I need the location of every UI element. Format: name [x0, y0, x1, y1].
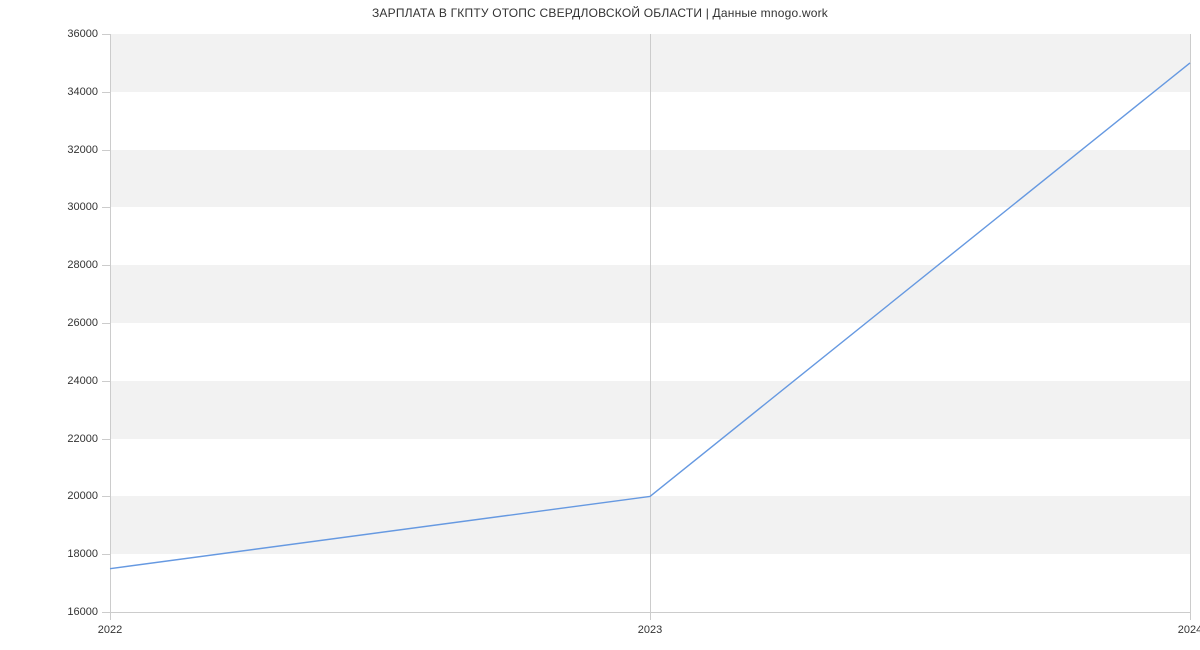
x-tick: [650, 612, 651, 620]
y-tick-label: 28000: [62, 259, 98, 271]
y-tick: [102, 207, 110, 208]
y-tick: [102, 439, 110, 440]
y-tick: [102, 554, 110, 555]
y-tick: [102, 381, 110, 382]
y-tick-label: 18000: [62, 548, 98, 560]
y-tick-label: 34000: [62, 86, 98, 98]
y-tick: [102, 265, 110, 266]
y-tick-label: 20000: [62, 490, 98, 502]
y-tick-label: 30000: [62, 201, 98, 213]
y-tick-label: 24000: [62, 375, 98, 387]
y-tick: [102, 323, 110, 324]
y-tick-label: 22000: [62, 433, 98, 445]
y-tick-label: 32000: [62, 144, 98, 156]
x-tick-label: 2023: [638, 624, 662, 636]
chart-title: ЗАРПЛАТА В ГКПТУ ОТОПС СВЕРДЛОВСКОЙ ОБЛА…: [0, 6, 1200, 20]
y-tick: [102, 92, 110, 93]
x-tick-label: 2022: [98, 624, 122, 636]
y-tick-label: 16000: [62, 606, 98, 618]
y-tick: [102, 150, 110, 151]
x-tick: [110, 612, 111, 620]
x-tick-label: 2024: [1178, 624, 1200, 636]
series-line: [110, 63, 1190, 569]
y-tick-label: 36000: [62, 28, 98, 40]
y-tick-label: 26000: [62, 317, 98, 329]
x-gridline: [1190, 34, 1191, 612]
y-tick: [102, 34, 110, 35]
x-tick: [1190, 612, 1191, 620]
series-layer: [110, 34, 1190, 612]
salary-line-chart: ЗАРПЛАТА В ГКПТУ ОТОПС СВЕРДЛОВСКОЙ ОБЛА…: [0, 0, 1200, 650]
y-tick: [102, 496, 110, 497]
plot-area: [110, 34, 1190, 612]
y-tick: [102, 612, 110, 613]
